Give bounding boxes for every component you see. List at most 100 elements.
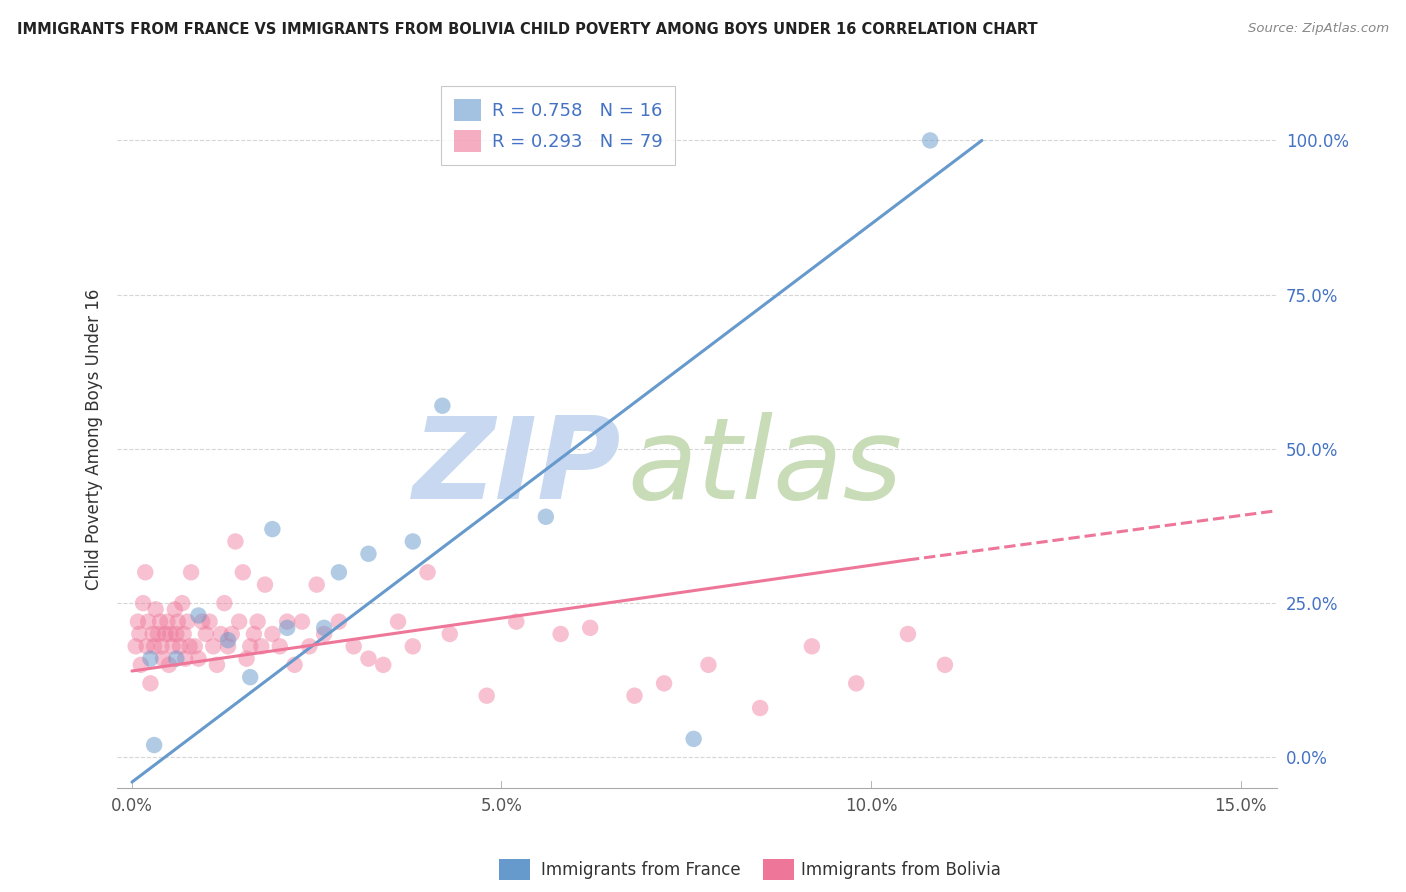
Text: Immigrants from Bolivia: Immigrants from Bolivia [801, 861, 1001, 879]
Point [534, 509, 557, 524]
Point [155, 627, 177, 641]
Point [243, 627, 266, 641]
Point [173, 627, 195, 641]
Point [205, 657, 228, 672]
Point [402, 640, 425, 654]
Point [276, 621, 298, 635]
Point [159, 627, 181, 641]
Text: IMMIGRANTS FROM FRANCE VS IMMIGRANTS FROM BOLIVIA CHILD POVERTY AMONG BOYS UNDER: IMMIGRANTS FROM FRANCE VS IMMIGRANTS FRO… [17, 22, 1038, 37]
Point [184, 640, 207, 654]
Point [284, 657, 307, 672]
Point [163, 602, 186, 616]
Y-axis label: Child Poverty Among Boys Under 16: Child Poverty Among Boys Under 16 [86, 289, 103, 591]
Point [152, 651, 174, 665]
Point [142, 627, 165, 641]
Text: Source: ZipAtlas.com: Source: ZipAtlas.com [1249, 22, 1389, 36]
Point [697, 657, 720, 672]
Point [232, 566, 254, 580]
Point [579, 621, 602, 635]
Point [432, 399, 454, 413]
Point [298, 640, 321, 654]
Point [253, 577, 276, 591]
Point [166, 615, 188, 629]
Point [357, 547, 380, 561]
Point [128, 627, 150, 641]
Point [209, 627, 232, 641]
Point [314, 621, 336, 635]
Point [179, 640, 201, 654]
Point [314, 627, 336, 641]
Point [897, 627, 920, 641]
Point [169, 640, 191, 654]
Point [800, 640, 823, 654]
Point [845, 676, 868, 690]
Point [217, 640, 239, 654]
Point [214, 596, 236, 610]
Point [194, 627, 217, 641]
Point [136, 615, 159, 629]
Point [505, 615, 527, 629]
Point [475, 689, 498, 703]
Point [373, 657, 395, 672]
Point [135, 640, 157, 654]
Point [127, 615, 149, 629]
Point [187, 608, 209, 623]
Point [124, 640, 146, 654]
Point [187, 651, 209, 665]
Point [149, 615, 172, 629]
Point [262, 627, 284, 641]
Point [623, 689, 645, 703]
Text: ZIP: ZIP [413, 412, 621, 523]
Point [235, 651, 257, 665]
Point [920, 133, 942, 147]
Point [305, 577, 328, 591]
Text: atlas: atlas [627, 412, 903, 523]
Point [162, 640, 184, 654]
Point [172, 596, 194, 610]
Point [402, 534, 425, 549]
Point [132, 596, 155, 610]
Point [157, 657, 180, 672]
Point [143, 738, 166, 752]
Point [239, 640, 262, 654]
Point [139, 676, 162, 690]
Point [246, 615, 269, 629]
Point [176, 615, 198, 629]
Point [934, 657, 956, 672]
Point [652, 676, 675, 690]
Point [343, 640, 366, 654]
Point [134, 566, 156, 580]
Point [250, 640, 273, 654]
Point [156, 615, 179, 629]
Point [150, 640, 173, 654]
Point [143, 640, 166, 654]
Point [191, 615, 214, 629]
Point [228, 615, 250, 629]
Point [165, 651, 187, 665]
Point [221, 627, 243, 641]
Point [550, 627, 572, 641]
Point [682, 731, 704, 746]
Point [439, 627, 461, 641]
Point [145, 602, 167, 616]
Point [198, 615, 221, 629]
Point [202, 640, 225, 654]
Point [180, 566, 202, 580]
Point [224, 534, 246, 549]
Legend: R = 0.758   N = 16, R = 0.293   N = 79: R = 0.758 N = 16, R = 0.293 N = 79 [441, 87, 675, 164]
Point [174, 651, 197, 665]
Point [146, 627, 169, 641]
Point [269, 640, 291, 654]
Point [129, 657, 152, 672]
Point [357, 651, 380, 665]
Point [239, 670, 262, 684]
Point [291, 615, 314, 629]
Point [139, 651, 162, 665]
Point [387, 615, 409, 629]
Point [328, 566, 350, 580]
Point [262, 522, 284, 536]
Point [328, 615, 350, 629]
Point [217, 633, 239, 648]
Point [165, 627, 187, 641]
Point [749, 701, 772, 715]
